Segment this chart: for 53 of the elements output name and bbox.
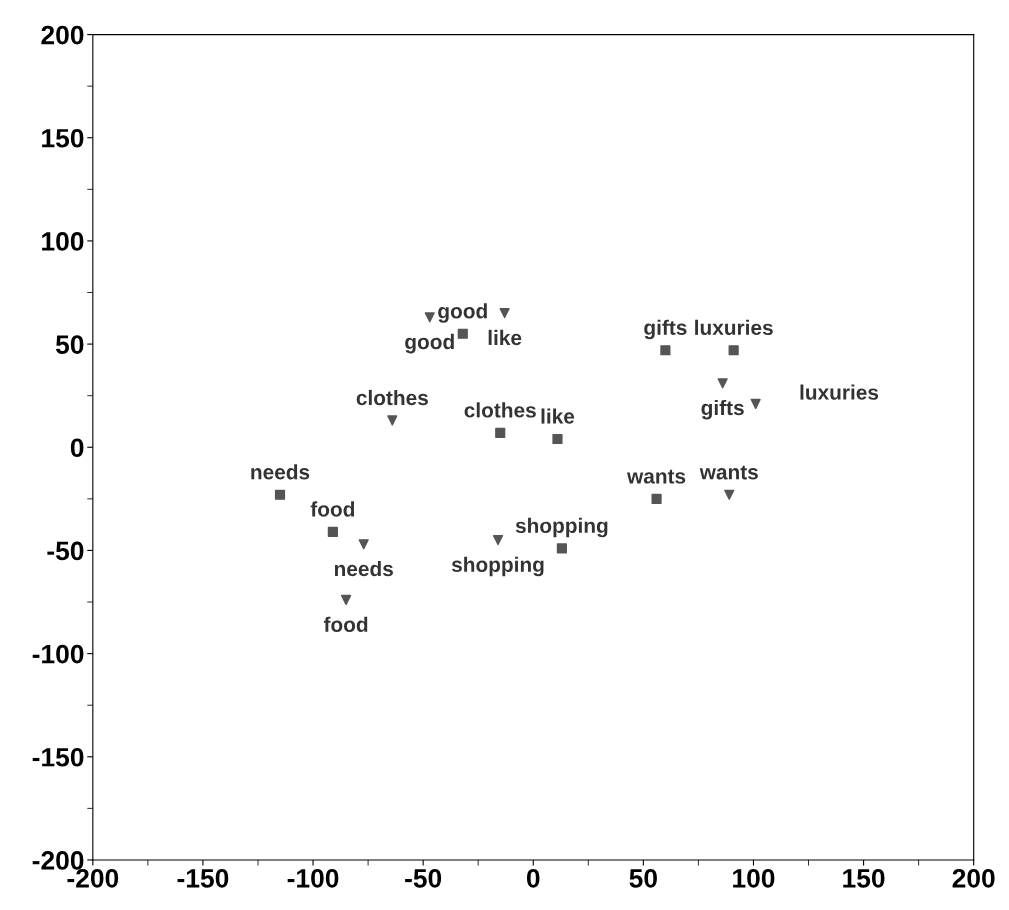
- point: [728, 345, 739, 356]
- y-tick-label: 150: [42, 128, 84, 148]
- y-tick-label: 50: [55, 335, 84, 354]
- point: [358, 539, 369, 550]
- x-tick-label: 150: [843, 868, 885, 888]
- annotation: wants: [627, 469, 686, 484]
- annotation: shopping: [515, 517, 608, 538]
- point: [750, 398, 761, 410]
- point: [552, 433, 563, 445]
- y-tick-label: -150: [32, 747, 84, 767]
- point: [457, 328, 468, 339]
- x-tick-label: -150: [177, 868, 229, 888]
- annotation: needs: [251, 464, 310, 480]
- annotation: like: [541, 408, 575, 424]
- y-tick-label: 100: [42, 232, 84, 251]
- annotation: gifts: [644, 319, 687, 340]
- annotation: shopping: [451, 556, 544, 577]
- x-tick-label: 100: [733, 868, 775, 888]
- point: [340, 594, 352, 606]
- x-tick-label: -100: [287, 868, 339, 888]
- annotation: wants: [699, 465, 758, 480]
- annotation: like: [488, 329, 522, 346]
- annotation: food: [310, 501, 355, 517]
- annotation: luxuries: [695, 319, 773, 336]
- point: [724, 489, 735, 500]
- x-tick-label: 200: [952, 868, 995, 888]
- y-tick-label: -200: [32, 851, 84, 870]
- point: [387, 415, 398, 426]
- annotation: good: [438, 303, 487, 323]
- annotation: clothes: [356, 389, 428, 406]
- point: [495, 427, 506, 438]
- annotation: good: [405, 333, 454, 354]
- y-tick-label: -100: [32, 644, 84, 664]
- point: [424, 312, 435, 323]
- y-tick-label: -50: [47, 541, 84, 561]
- point: [499, 308, 510, 319]
- annotation: clothes: [464, 402, 536, 418]
- annotation: food: [323, 616, 368, 632]
- x-tick-label: 0: [526, 868, 540, 888]
- point: [651, 493, 662, 504]
- point: [492, 535, 504, 546]
- x-tick-label: -50: [405, 868, 442, 888]
- point: [274, 489, 286, 500]
- annotation: gifts: [701, 399, 744, 420]
- y-tick-label: 0: [70, 438, 84, 458]
- point: [556, 543, 567, 554]
- annotation: luxuries: [800, 384, 879, 400]
- point: [327, 526, 338, 537]
- point: [660, 345, 671, 356]
- annotation: needs: [334, 560, 393, 577]
- point: [717, 378, 728, 389]
- y-tick-label: 200: [41, 25, 84, 45]
- x-tick-label: 50: [629, 868, 657, 888]
